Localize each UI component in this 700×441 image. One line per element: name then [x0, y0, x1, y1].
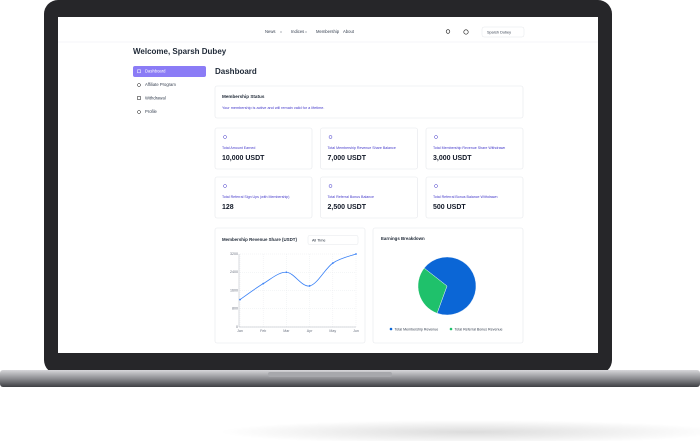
user-name: Sparsh Dubey [487, 30, 511, 34]
stat-card [320, 176, 418, 219]
card-text: Your membership is active and will remai… [222, 106, 324, 110]
icon [137, 96, 141, 100]
x-tick-label: Jun [353, 329, 359, 333]
point [285, 271, 288, 274]
point [355, 253, 357, 255]
membership-card [214, 85, 524, 119]
stat-card [214, 127, 313, 170]
stat-label: Total Membership Revenue Share Balance [328, 146, 396, 150]
stat-value: 10,000 USDT [222, 155, 265, 162]
x-tick-label: Mar [283, 329, 290, 333]
x-tick-label: Jan [237, 329, 243, 333]
stat-label: Total Membership Revenue Share Withdrawn [433, 146, 505, 150]
x-tick-label: Apr [307, 329, 313, 333]
point [331, 262, 334, 265]
language-icon[interactable] [463, 29, 469, 35]
point [262, 282, 265, 285]
base-notch [268, 372, 392, 377]
stat-card [214, 176, 313, 219]
card-title: Membership Status [222, 94, 265, 99]
stat-value: 7,000 USDT [328, 155, 367, 162]
stat-card [425, 176, 524, 219]
revenue-card [214, 227, 366, 344]
icon [137, 83, 141, 87]
user-button[interactable] [481, 26, 525, 38]
line-chart: 0 800 1600 2400 3200 Jan Feb Mar Apr May Jun [230, 252, 359, 333]
icon [137, 69, 141, 74]
welcome: Welcome, Sparsh Dubey [133, 47, 227, 56]
stat-icon [434, 135, 438, 139]
x-tick-label: Feb [260, 329, 266, 333]
stat-icon [223, 184, 227, 188]
y-tick-label: 3200 [230, 252, 238, 256]
line [239, 253, 357, 300]
nav-link[interactable]: About [343, 29, 355, 34]
stat-icon [223, 135, 227, 139]
search-icon[interactable] [445, 29, 451, 34]
nav-link[interactable]: Membership [316, 29, 340, 34]
stat-icon [328, 135, 333, 139]
laptop-base [0, 370, 700, 387]
filter-label: All Time [312, 238, 326, 242]
sidebar-item[interactable]: Dashboard [145, 69, 166, 74]
nav-link[interactable]: Indices [291, 29, 304, 34]
legend-swatch [449, 327, 453, 331]
nav-link[interactable]: News [265, 29, 275, 34]
sidebar-active [133, 66, 206, 77]
sidebar-item[interactable]: Withdrawal [145, 95, 166, 100]
sidebar-item[interactable]: Profile [145, 109, 158, 114]
pie-slice [423, 256, 477, 316]
stat-label: Total Referral Sign Ups (with Membership… [222, 195, 290, 199]
point [239, 298, 241, 301]
y-tick-label: 0 [236, 325, 238, 329]
legend-label: Total Referral Bonus Revenue [455, 327, 503, 331]
y-tick-label: 1600 [230, 288, 238, 292]
chevrons [279, 31, 308, 33]
icon [137, 110, 141, 114]
filter-select[interactable] [307, 235, 359, 245]
y-tick-label: 2400 [230, 270, 238, 274]
stat-value: 128 [222, 204, 234, 211]
page-title: Dashboard [215, 67, 257, 76]
stat-icon [328, 184, 333, 188]
y-tick-label: 800 [232, 307, 238, 311]
stat-label: Total Referral Bonus Balance Withdrawn [433, 195, 498, 199]
pie-chart: Total Membership Revenue Total Referral B… [389, 256, 503, 331]
stat-label: Total Amount Earned [222, 146, 255, 150]
legend-label: Total Membership Revenue [395, 327, 439, 331]
sidebar-item[interactable]: Affiliate Program [145, 82, 176, 87]
legend-swatch [389, 327, 393, 331]
chart-title: Earnings Breakdown [381, 236, 425, 241]
pie-slice [417, 267, 448, 314]
stat-value: 2,500 USDT [328, 204, 367, 211]
point [308, 285, 311, 287]
stat-card [425, 127, 524, 170]
stat-value: 500 USDT [433, 204, 466, 211]
stat-icon [434, 184, 438, 188]
stat-card [320, 127, 418, 170]
x-tick-label: May [329, 329, 336, 333]
shadow [220, 420, 700, 441]
chart-title: Membership Revenue Share (USDT) [222, 237, 297, 242]
stat-value: 3,000 USDT [433, 155, 472, 162]
stat-label: Total Referral Bonus Balance [328, 195, 375, 199]
stat-cards: Total Amount Earned 10,000 USDT Total Memb… [214, 127, 524, 219]
